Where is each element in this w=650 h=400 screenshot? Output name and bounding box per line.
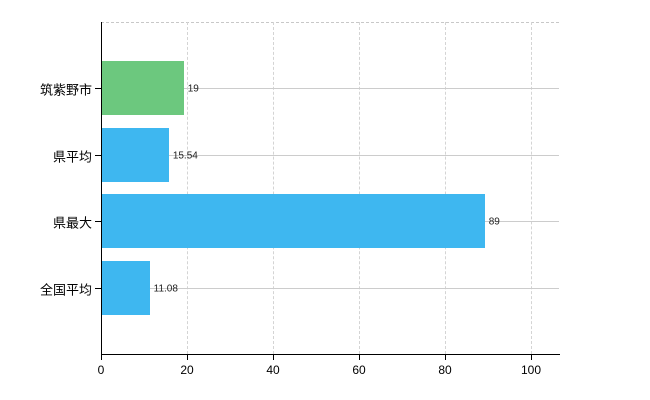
y-axis-tick: [95, 287, 101, 289]
category-label: 全国平均: [39, 282, 92, 298]
x-tick-label: 80: [438, 363, 452, 377]
y-axis-tick: [95, 221, 101, 223]
bar-1[interactable]: [102, 61, 184, 116]
y-axis-tick: [95, 88, 101, 90]
bar-value-label: 11.08: [153, 283, 178, 295]
category-label: 県平均: [52, 149, 92, 165]
x-tick-label: 40: [266, 363, 280, 377]
bar-value-label: 15.54: [172, 150, 198, 162]
x-tick-label: 0: [97, 363, 105, 377]
x-tick-label: 20: [180, 363, 194, 377]
bar-3[interactable]: [102, 194, 485, 249]
vertical-gridline: [359, 22, 360, 354]
category-label: 県最大: [52, 215, 92, 231]
category-label: 筑紫野市: [39, 82, 92, 98]
x-axis-tick: [101, 354, 102, 360]
y-axis-tick: [95, 154, 101, 156]
bar-2[interactable]: [102, 127, 169, 182]
category-gridline: [101, 88, 559, 90]
vertical-gridline: [187, 22, 188, 354]
vertical-gridline: [273, 22, 274, 354]
y-axis-line: [101, 22, 102, 354]
vertical-gridline: [531, 22, 532, 354]
x-axis-tick: [445, 354, 446, 360]
x-axis-tick: [359, 354, 360, 360]
category-gridline: [101, 287, 559, 289]
x-axis-tick: [531, 354, 532, 360]
bar-4[interactable]: [102, 260, 150, 315]
x-axis-tick: [273, 354, 274, 360]
x-axis-tick: [187, 354, 188, 360]
x-axis-line: [101, 354, 560, 355]
bar-value-label: 89: [488, 216, 500, 228]
vertical-gridline: [445, 22, 446, 354]
plot-top-border: [101, 22, 559, 23]
bar-value-label: 19: [187, 83, 199, 95]
category-gridline: [101, 154, 559, 156]
x-tick-label: 100: [520, 363, 542, 377]
x-tick-label: 60: [352, 363, 366, 377]
